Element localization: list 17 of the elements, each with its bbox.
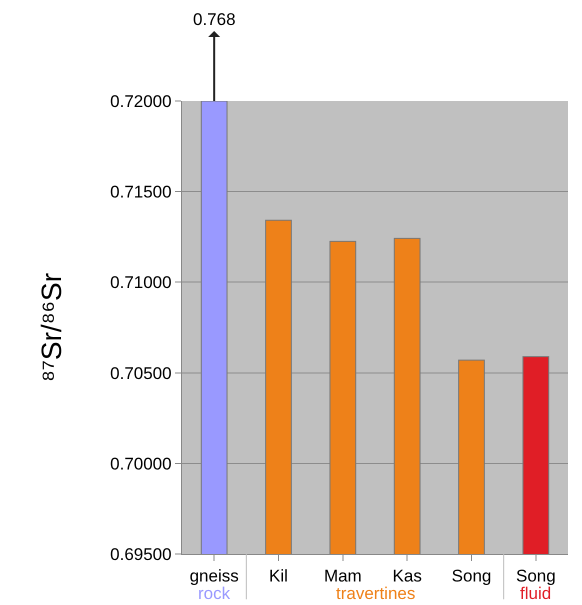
x-tick-label: Song [516, 566, 556, 586]
y-tick-label: 0.70000 [110, 454, 172, 474]
x-tick-label: gneiss [190, 566, 239, 586]
x-tick-label: Mam [324, 566, 362, 586]
text: rock [198, 584, 231, 603]
x-tick-label: Kas [392, 566, 422, 586]
annotation: 0.768 [193, 10, 236, 29]
y-axis-title: ⁸⁷Sr/⁸⁶Sr [36, 272, 67, 382]
y-tick-label: 0.70500 [110, 364, 172, 383]
text: travertines [336, 584, 416, 603]
x-tick-label: Kil [269, 566, 288, 586]
y-tick-label: 0.71500 [110, 182, 172, 202]
y-tick-label: 0.72000 [110, 92, 172, 111]
y-tick-label: 0.69500 [110, 544, 172, 564]
x-tick-label: Song [452, 566, 492, 586]
y-tick-label: 0.71000 [110, 273, 172, 292]
text: fluid [520, 584, 552, 603]
